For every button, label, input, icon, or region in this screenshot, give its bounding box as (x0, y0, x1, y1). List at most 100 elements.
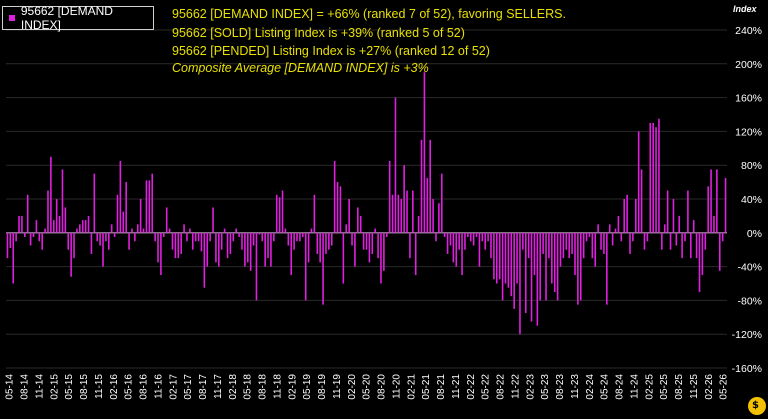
bar (574, 232, 576, 276)
x-tick-label: 02-16 (109, 374, 120, 400)
bar (620, 232, 623, 242)
bar (139, 199, 142, 233)
x-tick-label: 11-19 (332, 374, 343, 399)
x-tick-label: 05-21 (421, 374, 432, 400)
bar (270, 232, 272, 267)
bar (721, 232, 724, 242)
x-tick-label: 08-22 (496, 374, 507, 400)
bar (368, 232, 371, 263)
bar (472, 232, 475, 246)
bar (174, 232, 177, 259)
x-tick-label: 02-22 (466, 374, 477, 400)
legend-swatch (9, 15, 15, 21)
annotation-composite-average: Composite Average [DEMAND INDEX] is +3% (172, 61, 429, 75)
bar (556, 232, 559, 301)
bar (530, 232, 533, 322)
bar (18, 215, 20, 233)
bar (342, 232, 345, 284)
bar (597, 224, 599, 233)
bar (507, 232, 510, 288)
bar (666, 190, 669, 233)
bar (9, 232, 12, 249)
x-axis-tick-labels: 05-14 08-14 11-14 02-15 05-15 08-15 11-15 02-16… (5, 374, 730, 400)
bar (290, 232, 293, 276)
bar (475, 232, 478, 238)
bar (310, 228, 313, 233)
bar (435, 232, 437, 242)
bar (73, 232, 75, 259)
bar (374, 228, 376, 233)
bar (675, 232, 678, 246)
bar (148, 180, 151, 233)
bar (154, 232, 156, 242)
bar (724, 177, 727, 233)
x-tick-label: 11-25 (689, 374, 700, 399)
bar (629, 232, 631, 254)
y-tick-label: 200% (735, 59, 762, 71)
bar (339, 186, 342, 233)
bar (551, 232, 553, 284)
annotation-sold-index: 95662 [SOLD] Listing Index is +39% (rank… (172, 26, 465, 40)
brand-logo-icon: $ (748, 397, 766, 415)
bar (490, 232, 492, 259)
bar (542, 232, 544, 254)
bar (304, 232, 307, 301)
bar (710, 169, 712, 233)
x-tick-label: 11-20 (391, 374, 402, 399)
bar (302, 232, 304, 238)
bar (313, 194, 316, 233)
bar (539, 232, 542, 301)
bar (125, 182, 127, 233)
bar (640, 169, 643, 233)
bar (41, 232, 43, 250)
bar (484, 232, 487, 250)
x-tick-label: 02-23 (525, 374, 536, 400)
x-tick-label: 11-15 (94, 374, 105, 399)
bar (299, 232, 301, 242)
bar (296, 232, 298, 242)
bar (643, 232, 646, 250)
bar (131, 228, 133, 233)
bar (661, 232, 663, 250)
bar (351, 232, 353, 246)
bar (151, 173, 154, 233)
bar (606, 232, 608, 305)
x-tick-label: 05-18 (243, 374, 254, 400)
chart-gridlines (6, 29, 727, 369)
bar (498, 232, 501, 280)
bar (383, 232, 385, 271)
bar (287, 232, 290, 246)
x-tick-label: 11-18 (272, 374, 283, 399)
x-tick-label: 02-24 (585, 374, 596, 400)
legend-label: 95662 [DEMAND INDEX] (20, 4, 113, 32)
bar (128, 232, 130, 250)
bar (76, 228, 78, 233)
bar (704, 232, 707, 250)
bar (116, 194, 119, 233)
bar (189, 228, 191, 233)
bar (163, 232, 165, 238)
bar (634, 199, 637, 233)
x-tick-label: 02-20 (347, 374, 358, 400)
bar (252, 232, 255, 246)
bar (591, 232, 594, 259)
bar (464, 232, 466, 250)
bar (707, 186, 709, 233)
bar (577, 232, 579, 305)
bar (409, 232, 411, 259)
y-tick-label: 0% (747, 228, 762, 240)
x-tick-label: 08-20 (377, 374, 388, 400)
bar (165, 207, 168, 233)
bar (649, 122, 652, 233)
bar (469, 232, 472, 242)
bar (600, 232, 602, 250)
bar (687, 190, 689, 233)
bar (446, 232, 449, 254)
bar (519, 232, 521, 335)
chart-bars (6, 72, 727, 335)
x-tick-label: 08-18 (258, 374, 269, 400)
bar (113, 232, 116, 238)
x-tick-label: 11-24 (629, 374, 640, 399)
x-tick-label: 05-19 (302, 374, 313, 400)
bar (533, 232, 536, 276)
